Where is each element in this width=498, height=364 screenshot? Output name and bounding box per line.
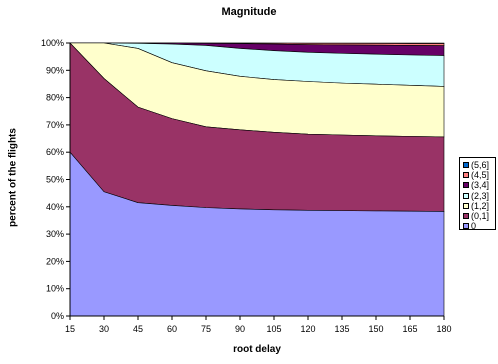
x-tick-label: 45 [133,324,143,334]
y-tick-label: 80% [46,93,64,103]
x-tick-label: 60 [167,324,177,334]
legend-item: (1,2] [463,201,495,211]
x-tick-label: 90 [235,324,245,334]
legend-label: (0,1] [471,211,490,222]
legend-swatch [463,213,469,220]
legend-swatch [463,202,469,209]
legend-item: (2,3] [463,191,495,201]
y-tick-label: 30% [46,229,64,239]
legend-label: 0 [471,221,477,232]
legend-label: (3,4] [471,180,490,191]
y-tick-label: 0% [51,311,64,321]
legend-item: (0,1] [463,211,495,221]
x-tick-label: 150 [368,324,383,334]
x-tick-label: 30 [99,324,109,334]
x-tick-label: 165 [402,324,417,334]
legend-item: 0 [463,221,495,231]
y-tick-label: 100% [41,38,64,48]
legend-swatch [463,162,469,169]
legend-item: (4,5] [463,170,495,180]
legend-swatch [463,182,469,189]
x-axis-label: root delay [233,344,281,355]
chart-title: Magnitude [221,6,277,18]
y-tick-label: 10% [46,284,64,294]
legend-label: (4,5] [471,170,490,181]
y-tick-label: 90% [46,65,64,75]
y-tick-label: 50% [46,175,64,185]
y-tick-label: 20% [46,256,64,266]
legend-swatch [463,172,469,179]
legend-label: (1,2] [471,200,490,211]
legend-label: (5,6] [471,160,490,171]
legend-label: (2,3] [471,190,490,201]
y-tick-label: 60% [46,147,64,157]
legend-item: (3,4] [463,180,495,190]
y-tick-label: 40% [46,202,64,212]
legend-swatch [463,192,469,199]
legend-swatch [463,223,469,230]
legend-item: (5,6] [463,160,495,170]
x-tick-label: 180 [436,324,451,334]
y-tick-label: 70% [46,120,64,130]
x-tick-label: 75 [201,324,211,334]
x-tick-label: 135 [334,324,349,334]
legend: (5,6] (4,5] (3,4] (2,3] (1,2] (0,1] 0 [459,157,496,231]
x-tick-label: 15 [65,324,75,334]
x-tick-label: 120 [300,324,315,334]
x-tick-label: 105 [266,324,281,334]
